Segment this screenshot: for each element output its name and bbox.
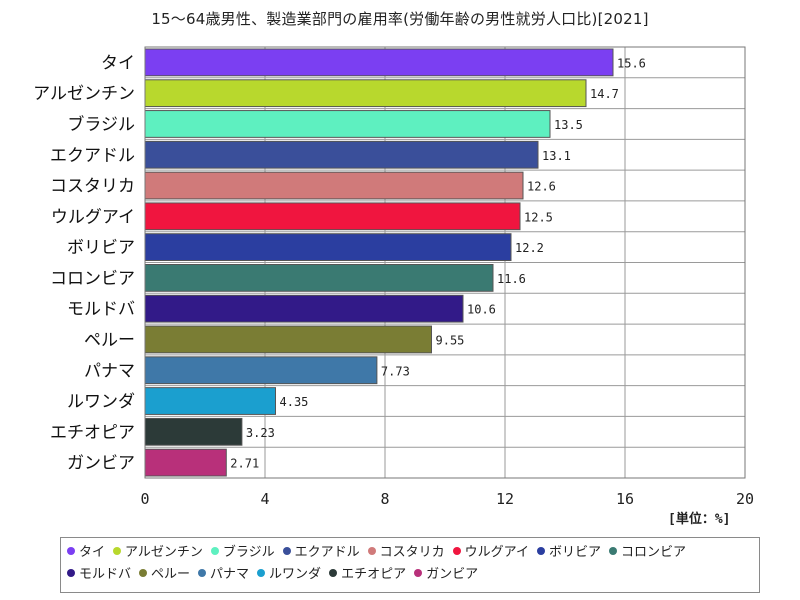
legend-swatch [198, 569, 207, 577]
legend-swatch [414, 569, 423, 577]
legend-label: コロンビア [621, 545, 687, 560]
legend-label: コスタリカ [379, 545, 445, 560]
legend-swatch [452, 547, 461, 555]
value-label: 13.1 [542, 149, 571, 163]
category-label: ルワンダ [67, 392, 135, 412]
legend-item: ブラジル [210, 542, 275, 564]
category-label: アルゼンチン [33, 84, 135, 104]
category-label: ガンビア [67, 454, 135, 474]
category-label: パナマ [84, 361, 135, 381]
x-tick-label: 4 [260, 490, 269, 508]
legend-swatch [257, 569, 266, 577]
chart-title: 15～64歳男性、製造業部門の雇用率(労働年齢の男性就労人口比)[2021] [151, 10, 649, 28]
value-label: 9.55 [436, 333, 465, 347]
legend-swatch [329, 569, 338, 577]
legend-item: タイ [67, 542, 105, 564]
x-tick-label: 20 [736, 490, 754, 508]
bar [144, 233, 512, 261]
legend-label: ガンビア [426, 567, 479, 582]
unit-label: [単位：%] [668, 512, 731, 527]
value-label: 11.6 [497, 272, 526, 286]
legend-label: エチオピア [341, 567, 407, 582]
category-label: モルドバ [67, 300, 135, 320]
legend-item: コロンビア [609, 542, 686, 564]
legend-swatch [367, 547, 376, 555]
legend-label: ペルー [151, 567, 191, 582]
category-label: タイ [101, 53, 135, 73]
value-label: 10.6 [467, 303, 496, 317]
value-label: 12.6 [527, 180, 556, 194]
bar [144, 294, 464, 323]
legend-swatch [210, 547, 219, 555]
legend-item: エチオピア [329, 564, 406, 586]
category-label: エチオピア [50, 423, 135, 443]
legend-label: ルワンダ [269, 567, 322, 582]
legend-label: アルゼンチン [125, 545, 203, 560]
category-label: ペルー [84, 330, 135, 350]
legend-swatch [609, 547, 618, 555]
legend-swatch [67, 547, 75, 555]
x-tick-label: 16 [616, 490, 634, 508]
plot-frame [144, 46, 746, 479]
legend-label: モルドバ [79, 567, 132, 582]
value-label: 14.7 [590, 87, 619, 101]
bar [144, 202, 521, 231]
legend-item: アルゼンチン [113, 542, 203, 564]
value-label: 12.2 [515, 241, 544, 255]
category-label: コスタリカ [50, 177, 135, 197]
bar [144, 448, 227, 477]
legend-item: ボリビア [537, 542, 601, 564]
legend-label: ブラジル [222, 545, 275, 560]
category-label: コロンビア [50, 269, 135, 289]
bar [144, 79, 587, 108]
bar [144, 387, 276, 415]
category-label: ウルグアイ [51, 207, 135, 227]
bar [144, 110, 551, 138]
bar [144, 325, 432, 354]
value-label: 12.5 [524, 210, 553, 224]
legend-label: パナマ [210, 567, 250, 582]
value-label: 15.6 [617, 56, 646, 70]
legend-item: ルワンダ [257, 564, 321, 586]
legend-swatch [67, 569, 75, 577]
legend-label: エクアドル [294, 545, 360, 560]
bar [144, 417, 243, 446]
legend-item: ウルグアイ [452, 542, 530, 564]
value-label: 2.71 [230, 457, 259, 471]
category-label: ブラジル [67, 114, 135, 135]
category-label: エクアドル [50, 146, 135, 166]
bar [144, 264, 494, 292]
bar [144, 140, 539, 169]
value-label: 4.35 [280, 395, 309, 409]
legend-item: パナマ [198, 564, 249, 586]
legend-item: ガンビア [414, 564, 478, 586]
legend-label: ウルグアイ [464, 545, 530, 560]
legend-swatch [113, 547, 122, 555]
x-tick-label: 0 [140, 490, 149, 508]
value-label: 3.23 [246, 426, 275, 440]
value-label: 7.73 [381, 364, 410, 378]
bar [144, 356, 378, 385]
legend-swatch [282, 547, 291, 555]
legend: タイ アルゼンチン ブラジル エクアドル コスタリカ ウルグアイ ボリビア コロンビアモルドバ… [60, 537, 760, 593]
legend-label: タイ [79, 545, 106, 560]
legend-swatch [139, 569, 148, 577]
legend-item: エクアドル [282, 542, 360, 564]
value-label: 13.5 [554, 118, 583, 132]
bar [144, 48, 614, 77]
x-tick-label: 8 [380, 490, 389, 508]
legend-item: コスタリカ [367, 542, 445, 564]
legend-swatch [537, 547, 546, 555]
legend-label: ボリビア [549, 545, 602, 560]
x-tick-label: 12 [496, 490, 514, 508]
bar [144, 171, 524, 200]
legend-item: ペルー [139, 564, 190, 586]
category-label: ボリビア [67, 238, 135, 258]
legend-item: モルドバ [67, 564, 131, 586]
